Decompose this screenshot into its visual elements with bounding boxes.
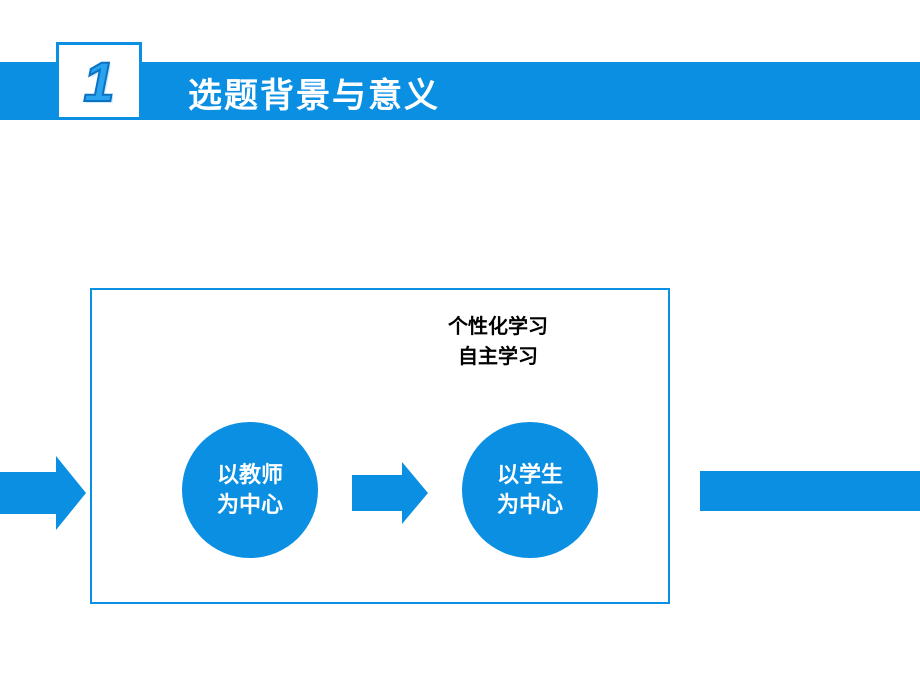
node-label: 以学生 为中心 xyxy=(497,460,563,519)
section-number-badge: 1 xyxy=(56,42,142,120)
diagram-node-student: 以学生 为中心 xyxy=(462,422,598,558)
arrow-icon xyxy=(700,471,920,511)
node-label: 以教师 为中心 xyxy=(217,460,283,519)
diagram-annotation: 个性化学习 自主学习 xyxy=(448,312,548,372)
annotation-line-2: 自主学习 xyxy=(448,342,548,372)
arrow-icon xyxy=(0,456,86,530)
arrow-icon xyxy=(352,462,428,524)
section-title: 选题背景与意义 xyxy=(188,68,440,117)
section-number: 1 xyxy=(83,49,114,114)
annotation-line-1: 个性化学习 xyxy=(448,312,548,342)
diagram-frame xyxy=(90,288,670,604)
diagram-node-teacher: 以教师 为中心 xyxy=(182,422,318,558)
